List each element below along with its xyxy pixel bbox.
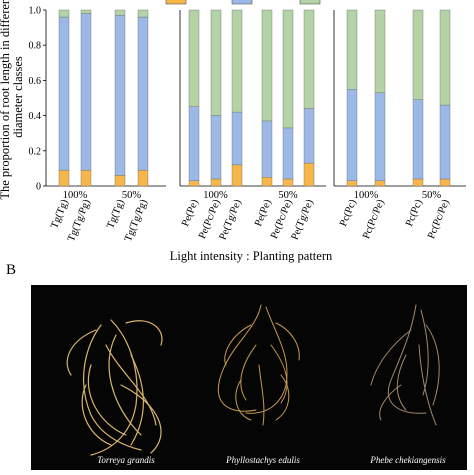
bar-segment xyxy=(231,164,243,187)
bar-segment xyxy=(58,16,70,171)
bar-segment xyxy=(282,127,294,180)
x-tick-label: Pc(Pc) xyxy=(404,198,425,229)
bar-segment xyxy=(412,99,424,180)
bar-segment xyxy=(374,92,386,181)
x-tick-label: Pc(Pc/Pe) xyxy=(361,198,387,241)
bar-segment xyxy=(114,175,126,187)
bar-segment xyxy=(80,169,92,187)
bar-segment xyxy=(261,120,273,178)
light-intensity-label: 50% xyxy=(122,190,142,201)
panel-b-label: B xyxy=(6,262,17,278)
bar-segment xyxy=(282,9,294,129)
light-intensity-label: 100% xyxy=(354,190,379,201)
bar-segment xyxy=(188,180,200,187)
bar-segment xyxy=(188,106,200,181)
bar-segment xyxy=(439,178,451,187)
bar-segment xyxy=(210,9,222,116)
bar-segment xyxy=(439,9,451,106)
bar-segment xyxy=(346,9,358,90)
bar-segment xyxy=(261,176,273,187)
root-photo-phyllostachys xyxy=(218,304,300,426)
bar-segment xyxy=(80,13,92,171)
y-axis-label-line2: diameter classes xyxy=(11,56,25,138)
light-intensity-label: 100% xyxy=(203,190,228,201)
bar-segment xyxy=(114,15,126,176)
x-tick-label: Tg(Tg) xyxy=(49,198,71,231)
bar-segment xyxy=(346,88,358,181)
legend-swatch-0 xyxy=(165,0,187,5)
chart-panel-2: Pc(Pc) Pc(Pc/Pe) Pc(Pc) Pc(Pc/Pe)100% 50% xyxy=(333,9,466,241)
bar-segment xyxy=(137,9,149,18)
bar-segment xyxy=(137,16,149,171)
light-intensity-label: 100% xyxy=(63,190,88,201)
legend xyxy=(165,0,321,5)
y-tick-label: 0 xyxy=(36,182,41,193)
bar-segment xyxy=(80,9,92,14)
bar-segment xyxy=(282,178,294,187)
species-label-1: Phyllostachys edulis xyxy=(225,455,300,465)
y-tick-label: 1.0 xyxy=(29,6,42,17)
root-photo-phebe xyxy=(370,304,440,426)
bar-segment xyxy=(58,169,70,187)
x-axis-label: Light intensity : Planting pattern xyxy=(170,249,333,263)
x-tick-label: Pe(Pe) xyxy=(180,198,201,229)
root-photo-torreya xyxy=(66,319,163,456)
root-photo-panel: Torreya grandis Phyllostachys edulis Phe… xyxy=(31,285,467,470)
bar-segment xyxy=(114,9,126,16)
bar-segment xyxy=(412,178,424,187)
legend-swatch-1 xyxy=(231,0,253,5)
bar-segment xyxy=(231,9,243,113)
species-label-0: Torreya grandis xyxy=(97,455,155,465)
bar-segment xyxy=(346,180,358,187)
bar-segment xyxy=(231,111,243,166)
bar-segment xyxy=(210,178,222,187)
bar-segment xyxy=(137,169,149,187)
y-tick-label: 0.4 xyxy=(29,111,42,122)
legend-swatch-2 xyxy=(299,0,321,5)
bar-segment xyxy=(303,108,315,164)
bar-segment xyxy=(439,104,451,180)
chart-panel-1: Pe(Pe)Pe(Pc/Pe)Pe(Tg/Pe) Pe(Pe)Pe(Pc/Pe)P… xyxy=(179,9,326,242)
x-tick-label: Tg(Tg) xyxy=(105,198,127,231)
bar-segment xyxy=(188,9,200,108)
species-label-2: Phebe chekiangensis xyxy=(369,455,446,465)
bar-segment xyxy=(210,115,222,180)
chart-panel-0: 00.20.40.60.81.0Tg(Tg)Tg(Tg/Pg) Tg(Tg)Tg(… xyxy=(29,6,166,244)
x-tick-label: Tg(Tg/Pg) xyxy=(123,198,150,244)
light-intensity-label: 50% xyxy=(278,190,298,201)
x-tick-label: Pe(Pe) xyxy=(253,198,274,229)
x-tick-label: Pc(Pc) xyxy=(338,198,359,229)
bar-segment xyxy=(58,9,70,18)
bar-segment xyxy=(303,9,315,109)
bar-segment xyxy=(374,9,386,93)
x-tick-label: Tg(Tg/Pg) xyxy=(66,198,93,244)
bar-segment xyxy=(374,180,386,187)
light-intensity-label: 50% xyxy=(422,190,442,201)
y-tick-label: 0.6 xyxy=(29,76,42,87)
bar-segment xyxy=(303,162,315,187)
x-tick-label: Pc(Pc/Pe) xyxy=(426,198,452,241)
y-axis-label: The proportion of root length in differe… xyxy=(0,0,12,200)
bar-segment xyxy=(412,9,424,100)
bar-segment xyxy=(261,9,273,122)
y-tick-label: 0.2 xyxy=(29,146,42,157)
y-tick-label: 0.8 xyxy=(29,41,42,52)
